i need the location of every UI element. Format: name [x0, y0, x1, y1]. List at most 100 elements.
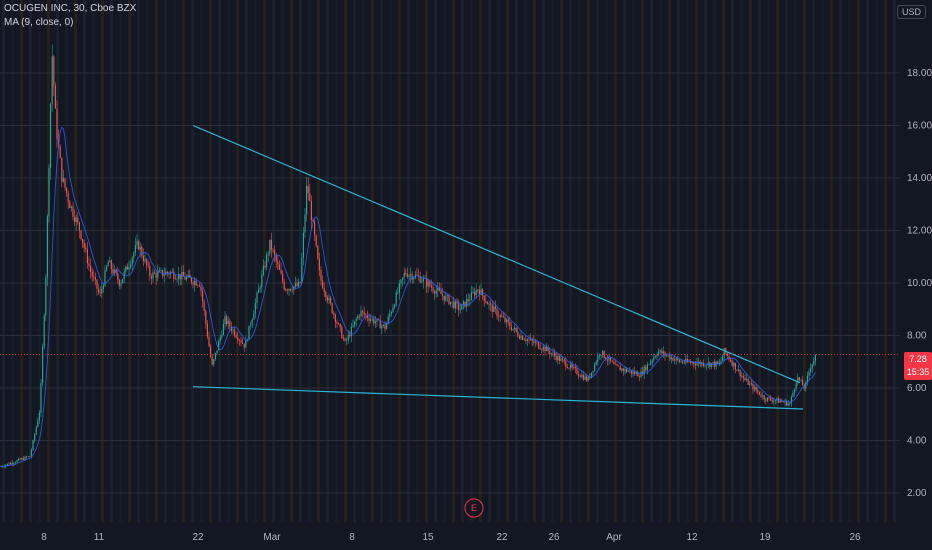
candle-body — [755, 386, 757, 391]
candle-body — [166, 271, 168, 274]
candle-body — [488, 303, 490, 305]
session-band — [443, 0, 446, 522]
candle-body — [155, 273, 157, 278]
candle-body — [381, 325, 383, 329]
candle-body — [781, 400, 783, 402]
candle-body — [75, 217, 77, 222]
candle-body — [512, 328, 514, 331]
candle-body — [544, 346, 546, 352]
candle-body — [672, 357, 674, 361]
earnings-marker[interactable]: E — [464, 498, 484, 518]
candle-body — [635, 372, 637, 375]
candle-body — [736, 369, 738, 371]
candle-body — [99, 291, 101, 294]
price-axis[interactable]: 2.00 4.00 6.00 8.00 10.00 12.00 14.00 16.00 18.0… — [907, 68, 932, 499]
candle-body — [229, 320, 231, 327]
candle-body — [245, 340, 247, 348]
session-band — [254, 0, 257, 522]
session-band — [749, 0, 752, 522]
trendlines[interactable] — [192, 124, 804, 410]
candle-body — [754, 386, 756, 390]
indicator-legend[interactable]: MA (9, close, 0) — [4, 17, 74, 28]
session-band — [839, 0, 842, 522]
candle-body — [40, 383, 42, 413]
candle-body — [26, 456, 28, 458]
candle-body — [758, 391, 760, 395]
candle-body — [803, 385, 805, 389]
candle-body — [394, 305, 396, 308]
candle-body — [738, 369, 740, 371]
candle-body — [461, 304, 463, 310]
candle-body — [675, 358, 677, 360]
session-band — [326, 0, 329, 522]
candle-body — [619, 366, 621, 371]
y-tick-label: 8.00 — [907, 331, 927, 342]
candle-body — [509, 322, 511, 327]
candle-body — [339, 323, 341, 328]
candles — [0, 44, 816, 469]
candle-body — [651, 360, 653, 362]
candle-body — [192, 282, 194, 285]
symbol-title[interactable]: OCUGEN INC, 30, Cboe BZX — [4, 3, 137, 14]
candle-body — [227, 320, 229, 324]
candle-body — [773, 400, 775, 402]
session-band — [2, 0, 5, 522]
candle-body — [654, 356, 656, 358]
time-axis[interactable]: 8 11 22 Mar 8 15 22 26 Apr 12 19 26 — [41, 532, 861, 543]
currency-badge[interactable]: USD — [896, 5, 926, 19]
session-band — [20, 0, 23, 522]
candle-body — [282, 273, 284, 282]
candle-body — [254, 302, 256, 314]
session-band — [227, 0, 230, 522]
candle-body — [43, 315, 45, 348]
candle-body — [634, 371, 636, 375]
candle-body — [474, 291, 476, 296]
candle-body — [478, 289, 480, 295]
candle-body — [366, 314, 368, 319]
candle-body — [194, 280, 196, 285]
candle-body — [712, 361, 714, 364]
candle-body — [34, 434, 36, 441]
session-band — [893, 0, 896, 522]
candle-body — [750, 383, 752, 385]
candle-body — [222, 324, 224, 336]
candle-body — [560, 358, 562, 361]
x-tick-label: 8 — [41, 532, 47, 543]
candle-body — [200, 286, 202, 291]
candle-body — [706, 365, 708, 366]
candle-body — [670, 357, 672, 360]
candle-body — [219, 337, 221, 342]
candle-body — [45, 277, 47, 316]
candle-body — [96, 279, 98, 289]
candle-body — [592, 370, 594, 373]
candle-body — [648, 364, 650, 365]
candle-body — [792, 392, 794, 398]
candle-body — [59, 146, 61, 158]
candle-body — [437, 287, 439, 291]
candle-body — [702, 362, 704, 366]
candle-body — [578, 373, 580, 376]
candle-body — [117, 273, 119, 280]
session-band — [632, 0, 635, 522]
session-band — [218, 0, 221, 522]
candle-body — [610, 357, 612, 362]
candle-body — [557, 356, 559, 361]
session-band — [776, 0, 779, 522]
session-band — [461, 0, 464, 522]
candle-body — [538, 342, 540, 349]
session-band — [380, 0, 383, 522]
candle-body — [542, 346, 544, 350]
candle-body — [16, 460, 18, 463]
candle-body — [237, 337, 239, 341]
candle-body — [666, 355, 668, 357]
candle-body — [357, 315, 359, 320]
session-band — [47, 0, 50, 522]
candle-body — [94, 277, 96, 280]
candle-body — [800, 379, 802, 381]
candle-body — [507, 319, 509, 323]
candle-body — [574, 367, 576, 369]
candle-body — [50, 103, 52, 168]
candle-body — [734, 362, 736, 370]
session-band — [155, 0, 158, 522]
